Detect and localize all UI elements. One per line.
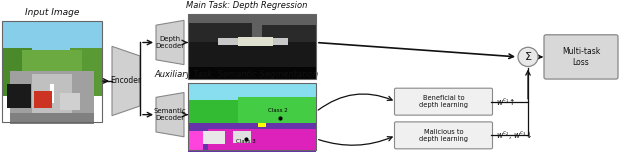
Polygon shape — [156, 92, 184, 137]
Polygon shape — [112, 46, 140, 116]
Bar — [22, 50, 82, 74]
Bar — [238, 97, 316, 124]
Polygon shape — [156, 20, 184, 65]
Text: Class 3: Class 3 — [236, 139, 256, 144]
Bar — [2, 21, 102, 122]
Bar — [32, 74, 72, 122]
Bar — [10, 113, 94, 124]
Circle shape — [518, 47, 538, 67]
FancyBboxPatch shape — [544, 35, 618, 79]
Text: Class 2: Class 2 — [268, 108, 288, 113]
Text: Input Image: Input Image — [25, 8, 79, 17]
Bar — [188, 100, 243, 131]
Bar — [7, 84, 31, 108]
Bar — [238, 37, 273, 46]
Bar — [188, 67, 316, 79]
Bar — [188, 83, 316, 150]
Text: Main Task: Depth Regression: Main Task: Depth Regression — [186, 1, 308, 10]
Text: Depth
Decoder: Depth Decoder — [156, 36, 184, 49]
Text: Σ: Σ — [525, 52, 531, 62]
Bar — [70, 48, 102, 96]
Bar — [188, 23, 252, 44]
Text: Encoder: Encoder — [111, 76, 141, 85]
Bar — [60, 92, 80, 110]
Bar — [203, 131, 225, 144]
Text: Beneficial to
depth learning: Beneficial to depth learning — [419, 95, 468, 108]
Bar — [2, 48, 32, 96]
Bar — [188, 131, 203, 150]
Bar — [262, 25, 316, 43]
Bar — [10, 71, 94, 122]
Text: Auxiliary Task: Semantic Segmentation: Auxiliary Task: Semantic Segmentation — [155, 70, 319, 79]
Text: Multi-task
Loss: Multi-task Loss — [562, 47, 600, 67]
Text: $w^{c_2}$, $w^{c_3}$↓: $w^{c_2}$, $w^{c_3}$↓ — [496, 129, 532, 141]
Bar — [188, 43, 316, 69]
Bar — [188, 14, 316, 41]
Bar — [2, 21, 102, 55]
Bar — [34, 91, 52, 108]
Bar — [188, 14, 316, 79]
Text: $w^{c_1}$↑: $w^{c_1}$↑ — [496, 96, 515, 107]
Bar — [50, 84, 54, 103]
Bar — [188, 83, 316, 104]
Bar — [218, 38, 288, 45]
Bar — [188, 123, 316, 152]
FancyBboxPatch shape — [394, 88, 493, 115]
Text: Malicious to
depth learning: Malicious to depth learning — [419, 129, 468, 142]
Bar — [188, 14, 316, 79]
Bar — [233, 131, 251, 143]
Text: Semantic
Decoder: Semantic Decoder — [154, 108, 186, 121]
Bar — [208, 129, 316, 150]
Bar — [258, 123, 266, 127]
FancyBboxPatch shape — [394, 122, 493, 149]
